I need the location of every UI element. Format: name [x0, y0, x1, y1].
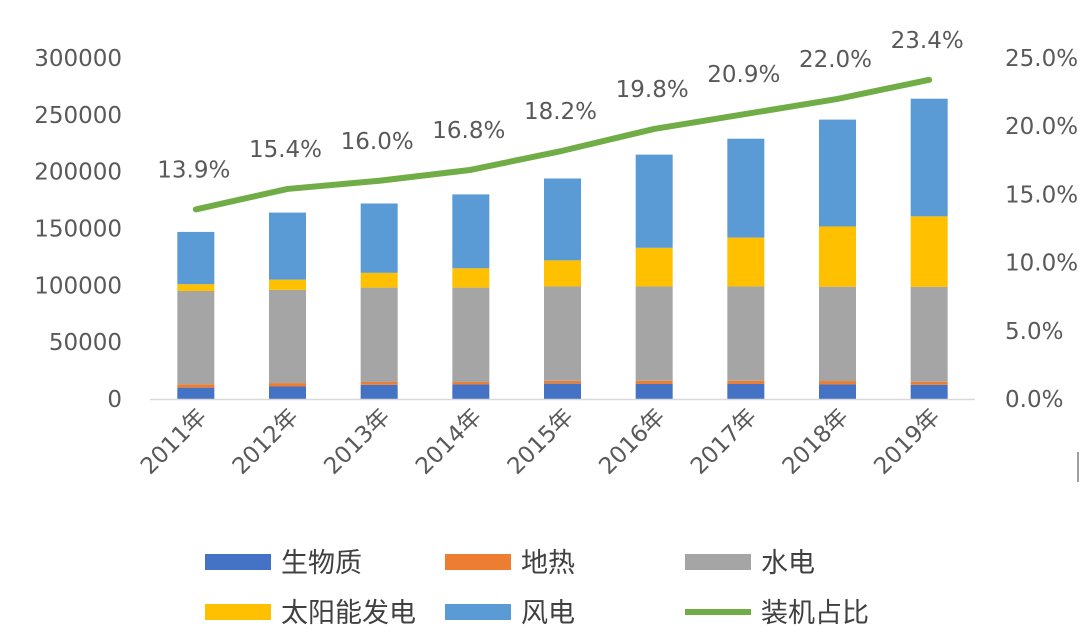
bar-segment [819, 384, 856, 399]
bar-segment [635, 383, 673, 399]
legend-swatch [445, 554, 511, 570]
y-left-tick-label: 50000 [49, 330, 122, 356]
data-label: 15.4% [249, 137, 322, 163]
bar-segment [635, 247, 673, 287]
bar-segment [910, 216, 948, 287]
data-label: 16.8% [432, 118, 505, 144]
y-right-tick-label: 0.0% [1005, 387, 1063, 413]
bar-segment [452, 268, 490, 288]
bar-segment [819, 286, 856, 382]
x-tick-label: 2018年 [778, 404, 854, 480]
data-label: 16.0% [341, 129, 414, 155]
bar-segment [727, 138, 765, 238]
legend-label: 装机占比 [761, 598, 869, 629]
legend-label: 水电 [761, 548, 815, 579]
bar-segment [727, 380, 765, 384]
legend-label: 太阳能发电 [281, 598, 416, 629]
y-left-tick-label: 300000 [34, 46, 122, 72]
data-label: 18.2% [524, 99, 597, 125]
legend-swatch [445, 604, 511, 620]
y-left-tick-label: 150000 [34, 217, 122, 243]
legend-label: 地热 [521, 548, 575, 579]
bar-segment [819, 226, 856, 287]
bar-segment [269, 212, 306, 280]
data-label: 19.8% [616, 77, 689, 103]
y-left-tick-label: 0 [107, 387, 122, 413]
bar-segment [544, 178, 581, 261]
y-left-tick-label: 250000 [34, 103, 122, 129]
x-tick-label: 2011年 [136, 404, 212, 480]
bar-segment [544, 286, 581, 381]
bar-segment [635, 286, 673, 381]
data-label: 23.4% [891, 28, 964, 54]
bar-segment [269, 383, 306, 387]
x-tick-label: 2013年 [319, 404, 395, 480]
bar-segment [727, 286, 765, 381]
bar-segment [360, 384, 398, 399]
bar-segment [360, 272, 398, 288]
bar-segment [360, 203, 398, 273]
y-left-tick-label: 100000 [34, 273, 122, 299]
bar-segment [910, 286, 948, 382]
y-right-tick-label: 20.0% [1005, 114, 1078, 140]
y-right-tick-label: 5.0% [1005, 319, 1063, 345]
share-line [192, 76, 933, 213]
y-right-tick-label: 10.0% [1005, 251, 1078, 277]
data-label: 13.9% [157, 157, 230, 183]
bar-segment [269, 386, 306, 399]
y-right-tick-label: 15.0% [1005, 182, 1078, 208]
bar-segment [452, 194, 490, 269]
x-tick-label: 2012年 [228, 404, 304, 480]
bar-segment [727, 237, 765, 287]
x-tick-label: 2019年 [869, 404, 945, 480]
x-tick-label: 2014年 [411, 404, 487, 480]
legend-swatch [205, 554, 271, 570]
x-tick-label: 2017年 [686, 404, 762, 480]
bar-segment [727, 383, 765, 399]
bar-segment [269, 279, 306, 290]
bar-segment [819, 381, 856, 385]
bar-segment [269, 289, 306, 384]
legend-label: 风电 [521, 598, 575, 629]
legend-swatch [685, 554, 751, 570]
bar-segment [177, 384, 215, 388]
bar-segment [360, 287, 398, 382]
bar-segment [910, 384, 948, 399]
bar-segment [177, 231, 215, 285]
bar-segment [177, 387, 215, 399]
bar-segment [360, 381, 398, 385]
x-tick-label: 2016年 [594, 404, 670, 480]
y-right-tick-label: 25.0% [1005, 46, 1078, 72]
y-left-tick-label: 200000 [34, 160, 122, 186]
legend-label: 生物质 [281, 548, 362, 579]
bar-segment [910, 381, 948, 385]
bar-segment [452, 384, 490, 399]
bar-segment [544, 260, 581, 287]
bar-segment [819, 119, 856, 227]
bar-segment [544, 380, 581, 384]
bar-segment [544, 383, 581, 399]
x-tick-label: 2015年 [503, 404, 579, 480]
bar-segment [635, 380, 673, 384]
bar-segment [910, 98, 948, 217]
bar-segment [177, 284, 215, 292]
data-label: 22.0% [799, 47, 872, 73]
bar-segment [452, 287, 490, 382]
legend-swatch [205, 604, 271, 620]
bar-segment [452, 381, 490, 385]
data-label: 20.9% [707, 62, 780, 88]
bar-segment [177, 291, 215, 385]
bar-segment [635, 154, 673, 248]
